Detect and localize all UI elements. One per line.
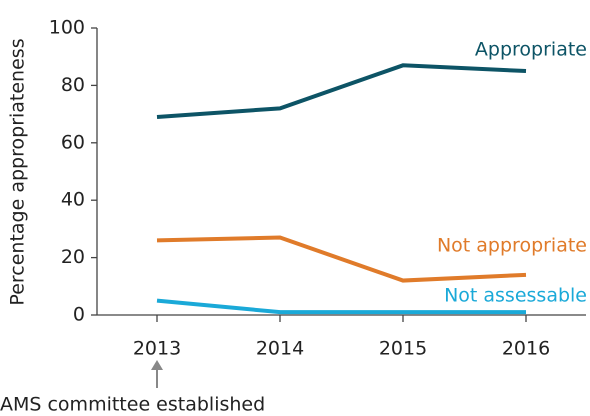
annotation: AMS committee established [0, 394, 265, 416]
x-tick-label: 2016 [502, 338, 550, 360]
y-tick-label: 40 [61, 189, 85, 211]
y-tick-label: 80 [61, 74, 85, 96]
y-tick-label: 0 [73, 304, 85, 326]
x-tick-label: 2015 [379, 338, 427, 360]
series-line [156, 298, 526, 315]
series-line [156, 63, 527, 119]
y-tick-label: 60 [61, 131, 85, 153]
x-tick-label: 2013 [133, 338, 181, 360]
series-line [156, 235, 527, 283]
series-label: Not appropriate [437, 235, 587, 257]
series-label: Appropriate [475, 39, 587, 61]
x-tick-label: 2014 [256, 338, 304, 360]
y-tick-label: 20 [61, 246, 85, 268]
y-axis-label: Percentage appropriateness [7, 38, 29, 305]
series-label: Not assessable [444, 285, 587, 307]
annotation-arrowhead [151, 360, 163, 370]
y-tick-label: 100 [49, 17, 85, 39]
